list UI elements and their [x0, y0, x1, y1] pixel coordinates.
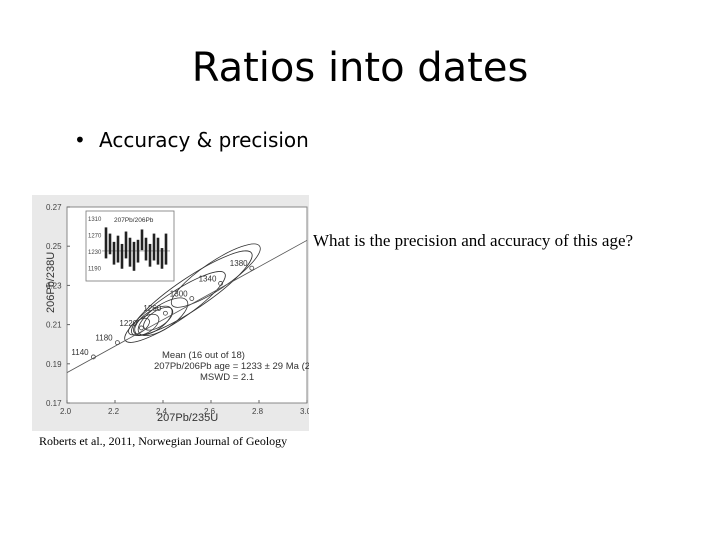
y-axis-label: 206Pb/238U [45, 252, 57, 313]
x-tick-label: 2.6 [204, 407, 216, 416]
bullet-icon: • [74, 128, 86, 152]
inset-error-bar [144, 237, 148, 261]
x-tick-label: 2.8 [252, 407, 264, 416]
concordia-age-marker [115, 340, 120, 346]
inset-error-bar [128, 237, 132, 267]
inset-error-bar [148, 243, 152, 267]
y-tick-label: 0.27 [46, 203, 62, 212]
inset-tick-label: 1310 [88, 217, 102, 223]
y-tick-label: 0.25 [46, 242, 62, 251]
x-axis-label: 207Pb/235U [157, 412, 218, 424]
bullet-item: • Accuracy & precision [74, 126, 309, 154]
bullet-text: Accuracy & precision [99, 128, 309, 152]
inset-error-bar [136, 239, 140, 263]
y-tick-label: 0.23 [46, 281, 62, 290]
annotation-line-1: Mean (16 out of 18) [162, 350, 245, 361]
concordia-age-marker [139, 325, 144, 331]
error-ellipse [133, 313, 160, 336]
inset-error-bar [120, 243, 124, 269]
error-ellipse [143, 306, 174, 331]
inset-error-bar [152, 233, 156, 261]
inset-error-bar [140, 229, 144, 251]
inset-error-bar [160, 248, 164, 269]
x-tick-label: 2.0 [60, 407, 72, 416]
error-ellipse [170, 243, 261, 308]
y-tick-label: 0.17 [46, 399, 62, 408]
x-tick-label: 2.4 [156, 407, 168, 416]
annotation-line-3: MSWD = 2.1 [200, 372, 254, 383]
concordia-age-label: 1140 [71, 348, 89, 357]
inset-tick-label: 1190 [88, 267, 102, 273]
concordia-age-marker [91, 354, 96, 360]
concordia-figure: 1140 1180 1220 1260 1300 1340 1380 2.0 2.2 2.4 2.… [32, 195, 319, 431]
concordia-age-marker [218, 281, 224, 286]
concordia-age-label: 1380 [230, 259, 248, 268]
concordia-age-label: 1220 [119, 319, 137, 328]
slide-title: Ratios into dates [191, 45, 529, 91]
inset-error-bar [124, 231, 128, 259]
inset-error-bar [164, 233, 168, 265]
concordia-age-marker [249, 265, 255, 271]
x-tick-label: 3.0 [300, 407, 309, 416]
figure-caption: Roberts et al., 2011, Norwegian Journal … [39, 434, 288, 448]
concordia-curve [66, 239, 308, 373]
concordia-age-marker [189, 296, 195, 301]
inset-error-bar [108, 233, 112, 255]
y-tick-label: 0.19 [46, 360, 62, 369]
concordia-age-label: 1300 [170, 290, 188, 299]
inset-tick-label: 1270 [88, 234, 102, 240]
annotation-line-2: 207Pb/206Pb age = 1233 ± 29 Ma (2σ) [154, 361, 309, 372]
inset-error-bar [116, 235, 120, 263]
inset-error-bar [132, 241, 136, 271]
question-text: What is the precision and accuracy of th… [313, 231, 634, 250]
inset-error-bar [156, 237, 160, 265]
y-tick-label: 0.21 [46, 321, 62, 330]
concordia-age-label: 1340 [199, 274, 217, 283]
inset-title: 207Pb/206Pb [114, 217, 154, 224]
inset-error-bar [104, 227, 108, 259]
inset-error-bar [112, 241, 116, 265]
concordia-age-label: 1260 [143, 304, 161, 313]
x-tick-label: 2.2 [108, 407, 120, 416]
inset-tick-label: 1230 [88, 250, 102, 256]
concordia-chart: 1140 1180 1220 1260 1300 1340 1380 2.0 2.2 2.4 2.… [32, 195, 319, 431]
concordia-age-label: 1180 [95, 334, 113, 343]
error-ellipse [131, 250, 253, 336]
concordia-age-marker [162, 310, 168, 316]
